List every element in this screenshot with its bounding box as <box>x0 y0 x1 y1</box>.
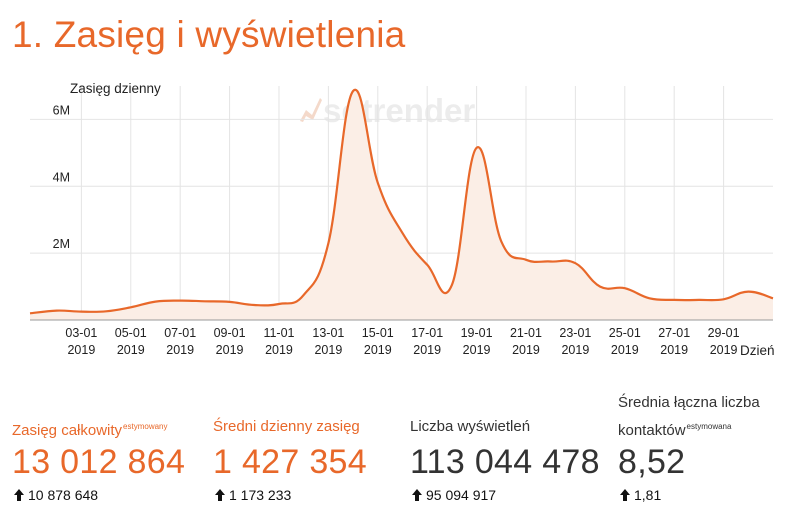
stat-impressions-change-value: 95 094 917 <box>426 487 497 503</box>
x-tick-year: 2019 <box>561 343 589 357</box>
x-tick-label: 03-01 <box>65 326 97 340</box>
x-tick-label: 29-01 <box>708 326 740 340</box>
stat-total-reach-change-value: 10 878 648 <box>28 487 99 503</box>
page-title: 1. Zasięg i wyświetlenia <box>12 14 406 55</box>
stat-avg-daily-reach-change-value: 1 173 233 <box>229 487 292 503</box>
arrow-up-icon <box>620 489 630 501</box>
x-tick-year: 2019 <box>166 343 194 357</box>
arrow-up-icon <box>412 489 422 501</box>
x-tick-label: 13-01 <box>312 326 344 340</box>
y-axis-title: Zasięg dzienny <box>70 81 161 96</box>
watermark-logo: sotrender <box>300 92 475 129</box>
x-tick-year: 2019 <box>512 343 540 357</box>
stat-impressions-label: Liczba wyświetleń <box>410 418 531 435</box>
stat-avg-contacts-sup: estymowana <box>686 422 732 431</box>
x-tick-year: 2019 <box>216 343 244 357</box>
x-tick-label: 07-01 <box>164 326 196 340</box>
x-tick-label: 05-01 <box>115 326 147 340</box>
x-tick-label: 19-01 <box>461 326 493 340</box>
stat-avg-daily-reach-value: 1 427 354 <box>213 443 367 481</box>
stat-avg-contacts-change: 1,81 <box>620 487 661 503</box>
stat-impressions-value: 113 044 478 <box>410 443 600 481</box>
x-axis-title: Dzień <box>740 343 775 358</box>
stat-avg-contacts-label-line2: kontaktów <box>618 422 686 439</box>
x-tick-label: 09-01 <box>214 326 246 340</box>
x-tick-label: 21-01 <box>510 326 542 340</box>
stat-total-reach-value: 13 012 864 <box>12 443 186 481</box>
x-tick-year: 2019 <box>413 343 441 357</box>
reach-line <box>29 88 774 315</box>
y-tick-label: 2M <box>53 237 70 251</box>
x-tick-year: 2019 <box>265 343 293 357</box>
sotrender-icon <box>300 98 322 122</box>
daily-reach-chart: sotrender 2M 4M 6M 03-01 2019 05-01 2019 07-01 2… <box>29 81 775 358</box>
x-tick-label: 11-01 <box>263 326 294 340</box>
x-tick-year: 2019 <box>710 343 738 357</box>
arrow-up-icon <box>14 489 24 501</box>
reach-area <box>30 89 773 320</box>
x-tick-year: 2019 <box>117 343 145 357</box>
x-tick-year: 2019 <box>314 343 342 357</box>
stat-avg-daily-reach-change: 1 173 233 <box>215 487 291 503</box>
x-tick-label: 15-01 <box>362 326 394 340</box>
x-tick-label: 27-01 <box>658 326 690 340</box>
arrow-up-icon <box>215 489 225 501</box>
stat-avg-contacts-change-value: 1,81 <box>634 487 662 503</box>
x-tick-label: 25-01 <box>609 326 641 340</box>
stat-avg-contacts-label-line1: Średnia łączna liczba <box>618 394 760 411</box>
stat-total-reach-label: Zasięg całkowity <box>12 422 123 439</box>
x-tick-year: 2019 <box>611 343 639 357</box>
x-tick-year: 2019 <box>463 343 491 357</box>
x-tick-year: 2019 <box>364 343 392 357</box>
y-tick-label: 4M <box>53 170 70 184</box>
stat-total-reach-sup: estymowany <box>123 422 168 431</box>
stat-avg-daily-reach-label: Średni dzienny zasięg <box>213 418 360 435</box>
x-tick-label: 17-01 <box>411 326 443 340</box>
stat-avg-contacts-label-wrap: Średnia łączna liczba kontaktówestymowan… <box>618 391 760 443</box>
x-tick-year: 2019 <box>660 343 688 357</box>
y-tick-label: 6M <box>53 103 70 117</box>
stat-avg-contacts-value: 8,52 <box>618 443 686 481</box>
stat-total-reach-label-wrap: Zasięg całkowityestymowany <box>12 415 168 443</box>
stat-impressions-change: 95 094 917 <box>412 487 496 503</box>
x-tick-year: 2019 <box>67 343 95 357</box>
x-tick-label: 23-01 <box>559 326 591 340</box>
stat-total-reach-change: 10 878 648 <box>14 487 98 503</box>
